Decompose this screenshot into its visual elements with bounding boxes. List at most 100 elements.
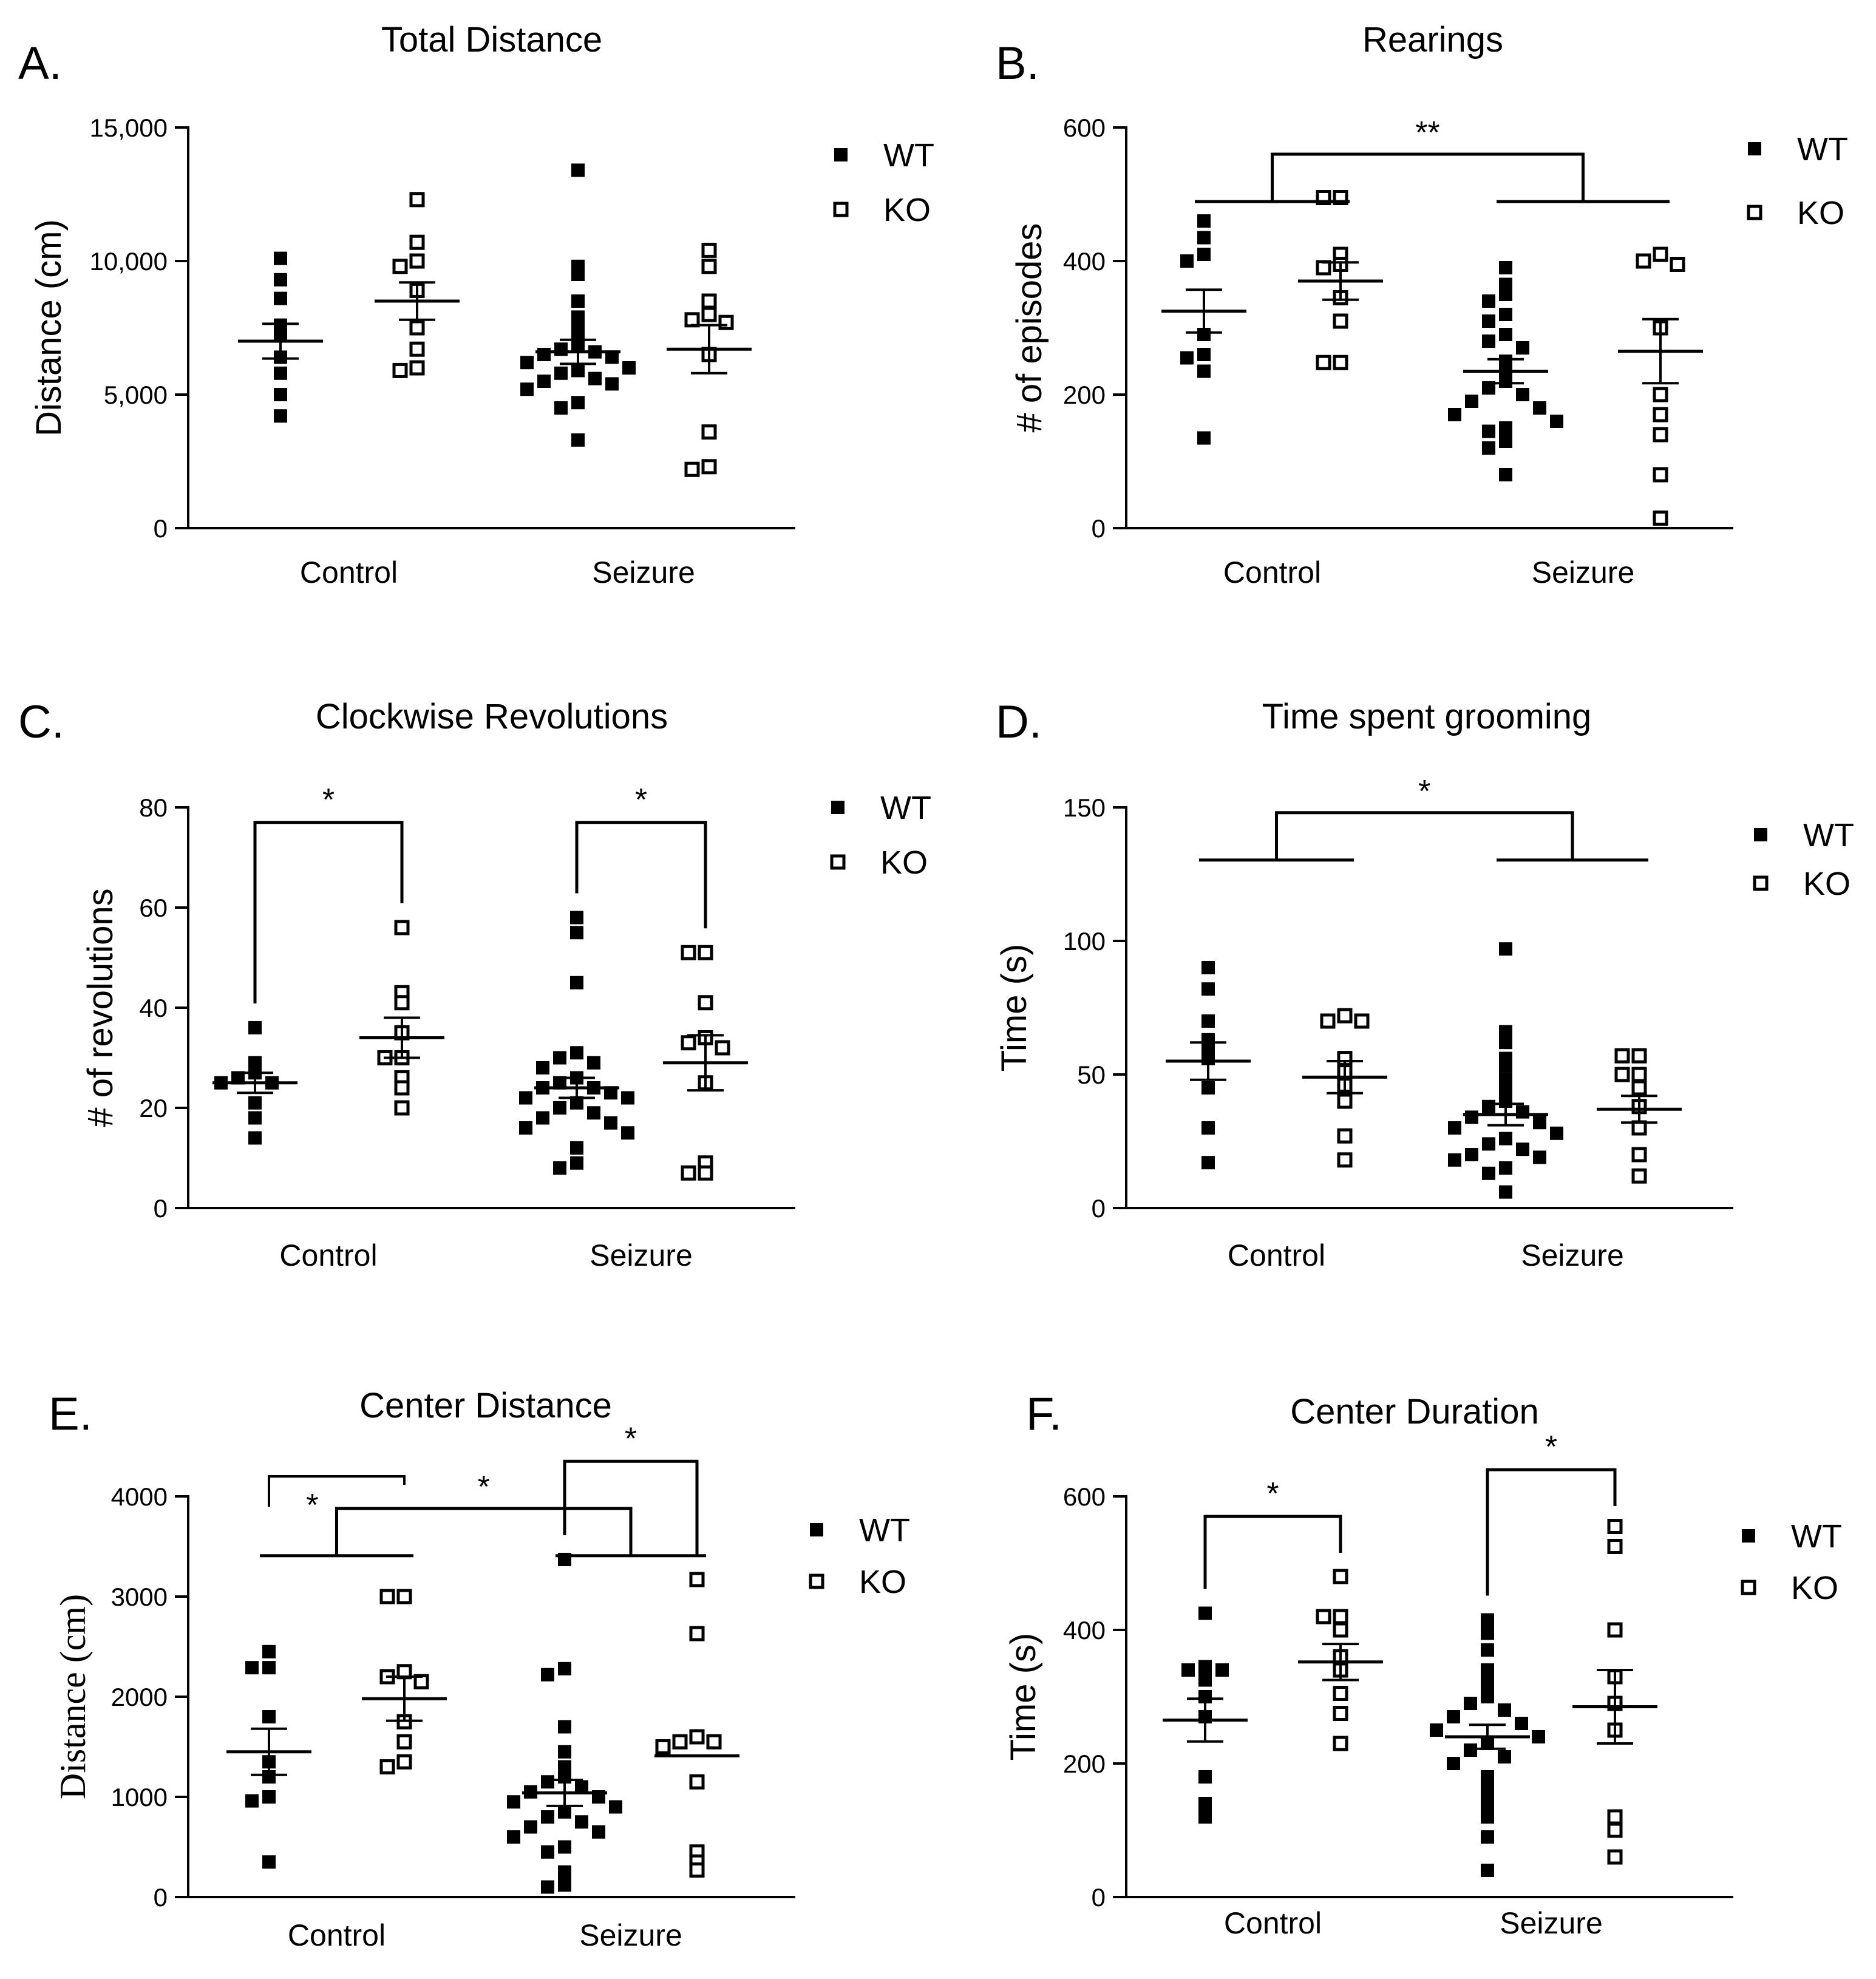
data-point-wt [1533,1116,1546,1130]
data-point-wt [1197,214,1211,228]
data-point-wt [570,1046,583,1060]
data-point-wt [570,926,583,940]
data-point-ko [1607,1622,1623,1638]
y-tick-label: 4000 [111,1482,168,1511]
panel-f: F. Center Duration Time (s) 0 200 400 600 Contr… [1004,1388,1842,1940]
panel-letter: E. [49,1388,92,1440]
data-point-ko [394,995,410,1011]
data-point-wt [1481,1830,1494,1844]
data-point-wt [1481,1663,1494,1677]
data-point-wt [605,350,619,364]
bracket-line [335,1507,633,1556]
data-point-wt [1499,328,1512,341]
legend: WT KO [830,790,931,881]
series-wt [1163,1606,1248,1824]
data-point-wt [1201,961,1215,974]
bracket-line [1203,1515,1342,1589]
data-point-wt [1498,1703,1511,1717]
data-point-ko [1607,1849,1623,1865]
data-point-ko [1333,1609,1348,1624]
data-point-wt [1482,381,1495,395]
data-point-wt [1198,1606,1212,1620]
data-point-wt [1198,1690,1212,1703]
data-point-wt [1197,231,1211,245]
data-point-ko [1631,1168,1647,1184]
x-category-label: Seizure [592,555,695,589]
legend-marker-wt [1754,828,1767,841]
data-point-ko [698,945,713,960]
y-tick-label: 15,000 [90,114,168,142]
panel-b: B. Rearings # of episodes 0 200 400 600 Control… [996,20,1848,589]
data-point-ko [1333,1622,1348,1638]
legend-label-ko: KO [1803,866,1851,902]
data-point-wt [541,1668,554,1682]
data-point-ko [394,1100,410,1116]
data-point-wt [520,356,534,370]
data-point-wt [1499,1025,1512,1039]
data-point-wt [1481,1784,1494,1797]
chart-title: Rearings [1362,20,1503,59]
data-point-wt [558,1878,571,1892]
series-ko [1298,190,1383,370]
data-point-ko [1653,407,1668,423]
y-tick-label: 1000 [111,1783,168,1811]
data-point-wt [1550,1126,1563,1140]
significance-star: * [625,1421,637,1456]
x-category-label: Control [1224,1906,1322,1940]
y-axis-label: # of revolutions [81,888,120,1127]
y-tick-label: 3000 [111,1583,168,1611]
y-tick-label: 2000 [111,1683,168,1711]
data-point-ko [396,1754,412,1770]
data-point-ko [1653,387,1668,402]
y-tick-label: 0 [154,1194,168,1223]
y-tick-label: 50 [1077,1061,1106,1089]
data-point-wt [553,1051,566,1065]
data-point-wt [570,911,583,925]
data-point-wt [262,1790,276,1804]
data-point-wt [558,1865,571,1879]
significance-star: * [1266,1476,1279,1512]
data-point-wt [1533,401,1546,415]
panel-letter: A. [18,38,62,89]
data-point-wt [1198,1797,1212,1810]
data-point-wt [1499,288,1512,301]
data-point-wt [1482,1137,1495,1151]
data-point-wt [274,388,287,401]
data-point-wt [1499,942,1512,956]
data-point-wt [1482,314,1495,328]
data-point-wt [248,1111,262,1125]
data-point-ko [1333,1569,1348,1584]
series-ko [375,192,460,378]
data-point-wt [274,251,287,265]
data-point-wt [1482,424,1495,438]
chart-title: Total Distance [381,20,602,59]
legend-label-ko: KO [1797,195,1844,231]
legend-label-ko: KO [859,1564,906,1600]
legend-label-wt: WT [859,1512,910,1549]
data-point-wt [1499,435,1512,448]
significance-star: * [635,782,647,818]
data-point-wt [520,382,534,396]
data-point-wt [1532,1730,1545,1743]
data-point-wt [1181,1663,1195,1677]
significance-star: * [1545,1430,1557,1465]
data-point-wt [1482,441,1495,455]
series-ko [663,945,748,1181]
y-tick-label: 5,000 [104,381,168,409]
bracket-line [563,1459,699,1555]
data-point-wt [604,1116,617,1130]
series-wt [212,1021,297,1145]
data-point-ko [681,945,696,960]
legend-label-ko: KO [880,844,928,881]
y-tick-label: 100 [1063,927,1106,956]
data-point-wt [1197,248,1211,261]
legend-label-wt: WT [1797,131,1848,168]
series-ko [1572,1519,1657,1865]
series-ko [667,242,752,477]
y-tick-label: 0 [154,1883,168,1912]
y-tick-label: 0 [1092,514,1106,543]
data-point-ko [1653,246,1668,262]
data-point-ko [1607,1822,1623,1838]
data-point-ko [396,1589,412,1604]
data-point-ko [409,192,425,208]
